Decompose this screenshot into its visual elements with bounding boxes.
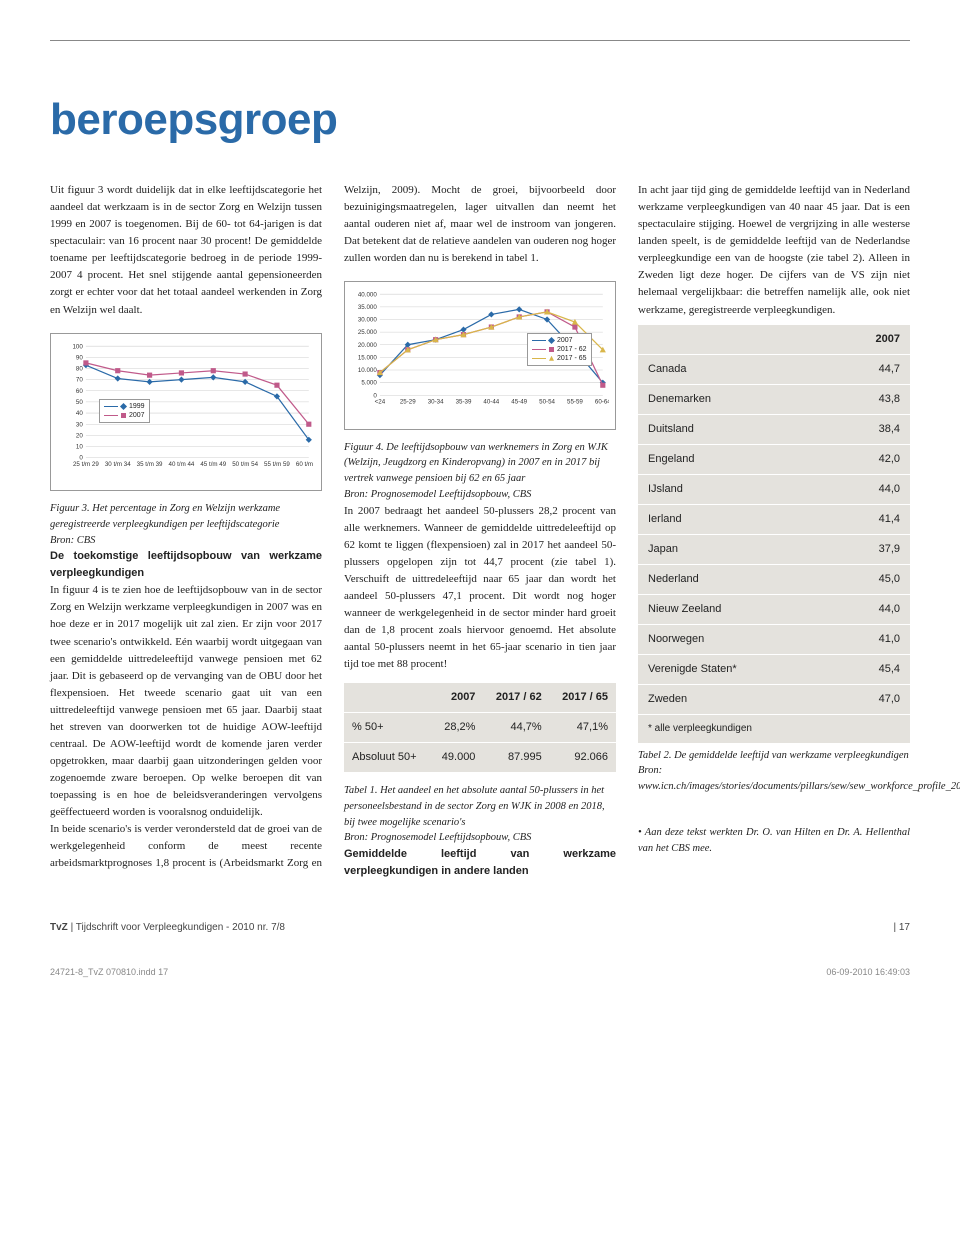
table-1: 20072017 / 622017 / 65 % 50+28,2%44,7%47… (344, 683, 616, 773)
svg-text:30-34: 30-34 (428, 399, 444, 406)
table-row: Zweden47,0 (638, 685, 910, 715)
svg-text:<24: <24 (375, 399, 386, 406)
table-1-caption: Tabel 1. Het aandeel en het absolute aan… (344, 783, 616, 846)
table-row: Verenigde Staten*45,4 (638, 655, 910, 685)
table-2-footnote: * alle verpleegkundigen (638, 715, 910, 744)
svg-text:10.000: 10.000 (358, 368, 377, 375)
figure-4-caption: Figuur 4. De leeftijdsopbouw van werknem… (344, 440, 616, 503)
paragraph-4: In 2007 bedraagt het aandeel 50-plussers… (344, 503, 616, 673)
print-mark-left: 24721-8_TvZ 070810.indd 17 (50, 966, 168, 980)
svg-text:15.000: 15.000 (358, 355, 377, 362)
svg-text:20.000: 20.000 (358, 342, 377, 349)
footer-magazine: TvZ (50, 922, 68, 933)
paragraph-2: In figuur 4 is te zien hoe de leeftijdso… (50, 584, 322, 818)
table-1-col-0 (344, 683, 430, 713)
paragraph-5: In acht jaar tijd ging de gemiddelde lee… (638, 184, 910, 315)
figure-4: 05.00010.00015.00020.00025.00030.00035.0… (344, 281, 616, 429)
svg-text:30: 30 (76, 421, 83, 428)
svg-text:60: 60 (76, 387, 83, 394)
footer-page: 17 (899, 922, 910, 933)
table-2: 2007 Canada44,7Denemarken43,8Duitsland38… (638, 325, 910, 744)
print-mark: 24721-8_TvZ 070810.indd 17 06-09-2010 16… (50, 966, 910, 980)
article-columns: Uit figuur 3 wordt duidelijk dat in elke… (50, 182, 910, 880)
svg-text:25 t/m 29: 25 t/m 29 (73, 460, 99, 467)
svg-text:25.000: 25.000 (358, 330, 377, 337)
svg-text:35 t/m 39: 35 t/m 39 (137, 460, 163, 467)
table-2-header: 2007 (831, 325, 910, 355)
paragraph-1: Uit figuur 3 wordt duidelijk dat in elke… (50, 182, 322, 318)
author-credit: • Aan deze tekst werkten Dr. O. van Hilt… (638, 825, 910, 858)
svg-text:50-54: 50-54 (539, 399, 555, 406)
svg-text:40 t/m 44: 40 t/m 44 (169, 460, 195, 467)
svg-text:90: 90 (76, 354, 83, 361)
section-head-future: De toekomstige leeftijdsopbouw van werkz… (50, 548, 322, 821)
section-head-future-text: De toekomstige leeftijdsopbouw van werkz… (50, 550, 322, 579)
table-row: Japan37,9 (638, 534, 910, 564)
svg-text:60 t/m 64: 60 t/m 64 (296, 460, 315, 467)
svg-text:50: 50 (76, 399, 83, 406)
svg-text:55-59: 55-59 (567, 399, 583, 406)
svg-text:45 t/m 49: 45 t/m 49 (200, 460, 226, 467)
table-1-source: Bron: Prognosemodel Leeftijdsopbouw, CBS (344, 832, 531, 843)
figure-4-caption-text: Figuur 4. De leeftijdsopbouw van werknem… (344, 442, 608, 485)
table-row: Nieuw Zeeland44,0 (638, 594, 910, 624)
figure-3-chart: 010203040506070809010025 t/m 2930 t/m 34… (50, 333, 322, 491)
section-head-avg-text: Gemiddelde leeftijd van werkzame verplee… (344, 848, 616, 877)
svg-text:40-44: 40-44 (483, 399, 499, 406)
figure-3-caption-text: Figuur 3. Het percentage in Zorg en Welz… (50, 503, 280, 530)
figure-4-chart: 05.00010.00015.00020.00025.00030.00035.0… (344, 281, 616, 429)
svg-text:100: 100 (72, 343, 83, 350)
figure-3-source: Bron: CBS (50, 535, 95, 546)
page-title: beroepsgroep (50, 86, 910, 154)
table-2-caption: Tabel 2. De gemiddelde leeftijd van werk… (638, 748, 910, 795)
table-row: Duitsland38,4 (638, 414, 910, 444)
table-row: Noorwegen41,0 (638, 625, 910, 655)
table-row: Absoluut 50+49.00087.99592.066 (344, 743, 616, 773)
svg-text:70: 70 (76, 376, 83, 383)
table-1-col-3: 2017 / 65 (550, 683, 616, 713)
print-mark-right: 06-09-2010 16:49:03 (826, 966, 910, 980)
svg-text:40.000: 40.000 (358, 292, 377, 299)
page-footer: TvZ | Tijdschrift voor Verpleegkundigen … (50, 920, 910, 936)
table-row: Denemarken43,8 (638, 384, 910, 414)
table-1-caption-text: Tabel 1. Het aandeel en het absolute aan… (344, 785, 605, 828)
top-rule (50, 40, 910, 41)
table-row: % 50+28,2%44,7%47,1% (344, 713, 616, 743)
table-row: Nederland45,0 (638, 564, 910, 594)
svg-text:80: 80 (76, 365, 83, 372)
svg-text:30.000: 30.000 (358, 317, 377, 324)
svg-text:10: 10 (76, 443, 83, 450)
svg-text:20: 20 (76, 432, 83, 439)
table-row: Canada44,7 (638, 354, 910, 384)
table-2-source: Bron: www.icn.ch/images/stories/document… (638, 765, 960, 792)
svg-text:55 t/m 59: 55 t/m 59 (264, 460, 290, 467)
table-row: Ierland41,4 (638, 504, 910, 534)
footer-issue: Tijdschrift voor Verpleegkundigen - 2010… (76, 922, 285, 933)
svg-text:35.000: 35.000 (358, 304, 377, 311)
svg-text:45-49: 45-49 (511, 399, 527, 406)
figure-3-caption: Figuur 3. Het percentage in Zorg en Welz… (50, 501, 322, 548)
svg-text:30 t/m 34: 30 t/m 34 (105, 460, 131, 467)
figure-3: 010203040506070809010025 t/m 2930 t/m 34… (50, 333, 322, 491)
svg-text:60-64: 60-64 (595, 399, 609, 406)
table-2-caption-text: Tabel 2. De gemiddelde leeftijd van werk… (638, 750, 909, 761)
svg-text:35-39: 35-39 (456, 399, 472, 406)
table-1-col-2: 2017 / 62 (483, 683, 549, 713)
table-1-col-1: 2007 (430, 683, 483, 713)
svg-text:50 t/m 54: 50 t/m 54 (232, 460, 258, 467)
svg-text:5.000: 5.000 (361, 380, 377, 387)
table-row: Engeland42,0 (638, 444, 910, 474)
figure-4-source: Bron: Prognosemodel Leeftijdsopbouw, CBS (344, 489, 531, 500)
svg-text:40: 40 (76, 410, 83, 417)
table-row: IJsland44,0 (638, 474, 910, 504)
svg-text:25-29: 25-29 (400, 399, 416, 406)
